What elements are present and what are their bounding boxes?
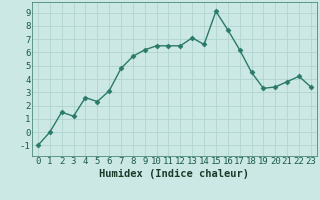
X-axis label: Humidex (Indice chaleur): Humidex (Indice chaleur) [100,169,249,179]
